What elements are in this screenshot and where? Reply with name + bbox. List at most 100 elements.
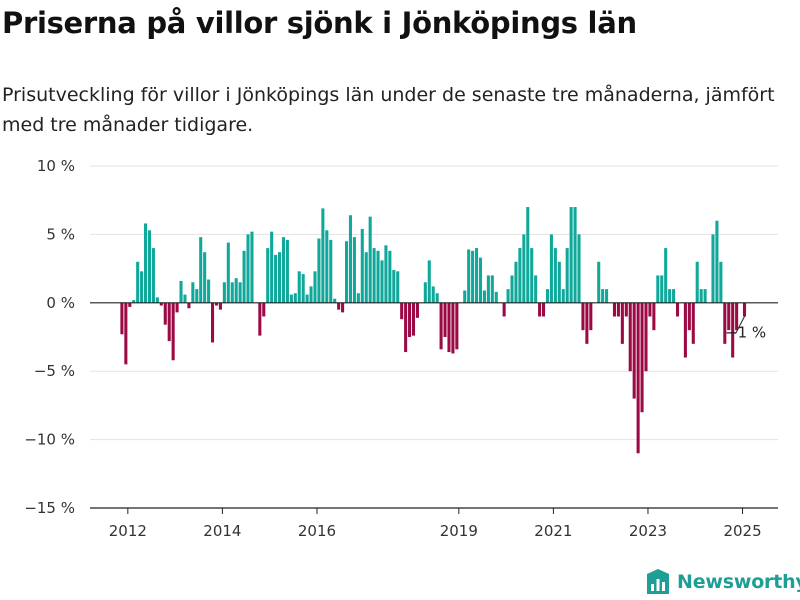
chart-bar xyxy=(309,286,313,303)
chart-bar xyxy=(195,289,199,303)
newsworthy-logo-text: Newsworthy xyxy=(677,571,800,593)
y-tick-label: 10 % xyxy=(37,157,75,175)
chart-bar xyxy=(632,302,636,399)
chart-bar xyxy=(538,302,542,317)
chart-bar xyxy=(167,302,171,342)
chart-bar xyxy=(203,252,207,303)
chart-bar xyxy=(616,302,620,317)
chart-bar xyxy=(352,237,356,303)
chart-bar xyxy=(691,302,695,344)
chart-bar xyxy=(341,302,345,313)
chart-bar xyxy=(155,297,159,303)
chart-bar xyxy=(175,302,179,313)
y-tick-label: −5 % xyxy=(34,362,75,380)
chart-bar xyxy=(293,293,297,303)
chart-bar xyxy=(281,237,286,303)
chart-bar xyxy=(589,302,593,331)
chart-bar xyxy=(467,249,471,303)
chart-bar xyxy=(620,302,624,344)
chart-bar xyxy=(731,302,735,358)
chart-bar xyxy=(171,302,175,361)
x-tick-label: 2025 xyxy=(723,522,761,540)
chart-bar xyxy=(624,302,628,317)
chart-bar xyxy=(270,231,274,303)
chart-bar xyxy=(652,302,656,331)
chart-bar xyxy=(675,302,680,317)
chart-bar xyxy=(601,289,605,303)
chart-bar xyxy=(230,282,234,303)
chart-bar xyxy=(348,215,352,303)
chart-bar xyxy=(344,241,349,303)
chart-bar xyxy=(557,261,561,303)
chart-bar xyxy=(573,207,577,303)
chart-bar xyxy=(514,261,518,303)
chart-bar xyxy=(542,302,546,317)
chart-bar xyxy=(668,289,672,303)
chart-bar xyxy=(545,289,550,303)
chart-bar xyxy=(120,302,124,335)
x-tick-label: 2012 xyxy=(109,522,147,540)
chart-bar xyxy=(274,254,278,303)
chart-bar xyxy=(285,239,289,303)
x-tick-label: 2023 xyxy=(629,522,667,540)
chart-bar xyxy=(313,271,317,303)
chart-bar xyxy=(356,293,360,303)
chart-bar xyxy=(530,248,534,303)
chart-bar xyxy=(163,302,167,325)
page-title: Priserna på villor sjönk i Jönköpings lä… xyxy=(2,6,637,40)
chart-bar xyxy=(337,302,341,310)
chart-bar xyxy=(226,242,230,303)
chart-bar xyxy=(719,261,723,303)
chart-bar xyxy=(380,260,384,303)
chart-bar xyxy=(561,289,565,303)
chart-bar xyxy=(660,275,664,303)
chart-bar xyxy=(404,302,408,353)
chart-bar xyxy=(238,282,242,303)
chart-bar xyxy=(526,207,530,303)
chart-bar xyxy=(388,250,392,303)
chart-bar xyxy=(585,302,589,344)
chart-bar xyxy=(396,271,400,303)
chart-bar xyxy=(735,302,739,331)
chart-bar xyxy=(439,302,443,350)
chart-bar xyxy=(435,293,439,303)
chart-bar xyxy=(478,257,483,303)
chart-bar xyxy=(577,234,581,303)
chart-bar xyxy=(392,269,396,303)
chart-bar xyxy=(183,294,187,303)
chart-bar xyxy=(297,271,301,303)
chart-bar xyxy=(317,238,321,303)
chart-bar xyxy=(549,234,553,303)
chart-bar xyxy=(384,245,388,303)
chart-bar xyxy=(455,302,459,350)
chart-bar xyxy=(305,294,309,303)
chart-bar xyxy=(234,278,238,303)
chart-bar xyxy=(179,280,183,303)
chart-bar xyxy=(695,261,699,303)
chart-bar xyxy=(443,302,447,337)
chart-bar xyxy=(408,302,412,337)
chart-bar xyxy=(159,302,163,306)
chart-bar xyxy=(447,302,451,353)
chart-bar xyxy=(207,279,211,303)
chart-bar xyxy=(482,290,486,303)
x-tick-label: 2021 xyxy=(534,522,572,540)
chart-bar xyxy=(136,261,140,303)
chart-bar xyxy=(242,250,246,303)
chart-bar xyxy=(640,302,644,413)
chart-bar xyxy=(147,230,152,303)
x-tick-label: 2019 xyxy=(440,522,478,540)
chart-bar xyxy=(727,302,731,331)
chart-bar xyxy=(258,302,262,336)
chart-bar xyxy=(423,282,427,303)
newsworthy-logo-icon xyxy=(647,569,669,594)
chart-bar xyxy=(451,302,455,354)
chart-bar xyxy=(187,302,191,309)
chart-bar xyxy=(565,248,569,303)
chart-bar xyxy=(664,248,668,303)
chart-bar xyxy=(214,302,219,306)
chart-bar xyxy=(534,275,538,303)
chart-bar xyxy=(218,302,222,310)
annotation-label: −1 % xyxy=(725,324,766,342)
chart-bar xyxy=(368,216,372,303)
